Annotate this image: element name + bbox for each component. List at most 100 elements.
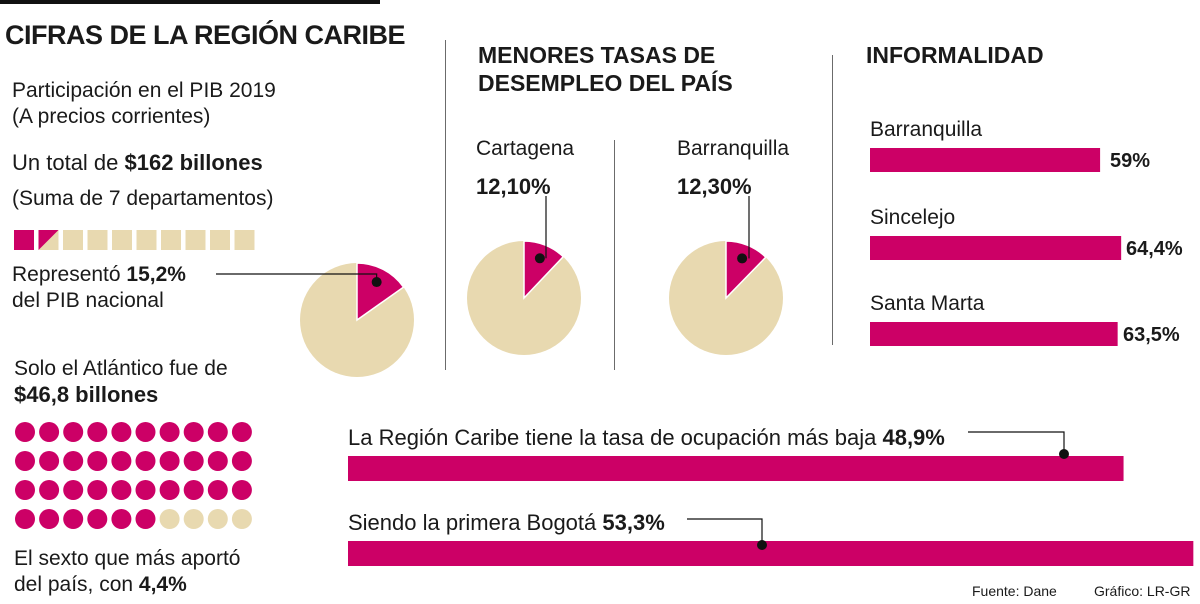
atlantico-line1: Solo el Atlántico fue de bbox=[14, 357, 228, 380]
atlantico-dot bbox=[207, 422, 228, 442]
atlantico-dot bbox=[207, 509, 228, 529]
atlantico-dot bbox=[39, 509, 60, 529]
pib-block bbox=[112, 230, 132, 250]
atlantico-dot bbox=[87, 480, 108, 500]
atlantico-dot bbox=[39, 480, 60, 500]
atlantico-dot bbox=[135, 451, 156, 471]
atlantico-dot bbox=[159, 509, 180, 529]
footer-source: Fuente: Dane bbox=[972, 583, 1057, 599]
inf-name-1: Sincelejo bbox=[870, 206, 956, 229]
pib-represent: Representó 15,2% bbox=[12, 263, 186, 286]
ocupacion-bogota-text: Siendo la primera Bogotá 53,3% bbox=[348, 510, 665, 535]
atlantico-dot bbox=[231, 480, 252, 500]
pib-line1: Participación en el PIB 2019 bbox=[12, 79, 276, 102]
ocupacion-bar bbox=[348, 541, 1194, 566]
atlantico-dot bbox=[63, 509, 84, 529]
pib-block bbox=[161, 230, 181, 250]
atlantico-dot bbox=[111, 509, 132, 529]
page-title: CIFRAS DE LA REGIÓN CARIBE bbox=[5, 20, 406, 50]
city-value-cartagena: 12,10% bbox=[476, 174, 551, 199]
inf-value-1: 64,4% bbox=[1126, 238, 1183, 260]
atlantico-dot bbox=[231, 509, 252, 529]
city-name-cartagena: Cartagena bbox=[476, 137, 575, 160]
divider bbox=[832, 55, 833, 345]
atlantico-dot bbox=[159, 451, 180, 471]
atlantico-dot bbox=[15, 451, 35, 471]
ocupacion-caribe-value: 48,9% bbox=[882, 425, 945, 450]
pib-block bbox=[136, 230, 157, 250]
pib-note: (Suma de 7 departamentos) bbox=[12, 187, 274, 210]
ocupacion-bogota-marker bbox=[757, 540, 767, 550]
atlantico-dot bbox=[111, 422, 132, 442]
atlantico-line3: El sexto que más aportó bbox=[14, 547, 241, 570]
inf-name-2: Santa Marta bbox=[870, 292, 985, 315]
atlantico-dot bbox=[231, 451, 252, 471]
atlantico-line4: del país, con 4,4% bbox=[14, 573, 187, 596]
atlantico-dot bbox=[183, 422, 204, 442]
atlantico-dot bbox=[183, 451, 204, 471]
atlantico-dot bbox=[39, 451, 60, 471]
atlantico-dot bbox=[135, 422, 156, 442]
informalidad-title: INFORMALIDAD bbox=[866, 42, 1044, 68]
ocupacion-caribe-text: La Región Caribe tiene la tasa de ocupac… bbox=[348, 425, 945, 450]
atlantico-dot bbox=[111, 480, 132, 500]
pib-block bbox=[14, 230, 34, 250]
atlantico-dot bbox=[135, 480, 156, 500]
inf-name-0: Barranquilla bbox=[870, 118, 983, 141]
ocupacion-bogota-value: 53,3% bbox=[602, 510, 665, 535]
atlantico-dot bbox=[183, 480, 204, 500]
barranquilla-pie-value-slice bbox=[725, 240, 767, 300]
city-value-barranquilla: 12,30% bbox=[677, 174, 752, 199]
ocupacion-bar bbox=[348, 456, 1124, 481]
atlantico-dot bbox=[63, 422, 84, 442]
informalidad-bar bbox=[870, 148, 1101, 172]
atlantico-dot bbox=[15, 480, 35, 500]
inf-value-2: 63,5% bbox=[1123, 324, 1180, 346]
footer-graphic: Gráfico: LR-GR bbox=[1094, 583, 1191, 599]
cartagena-pie-marker bbox=[534, 253, 545, 264]
pib-block bbox=[185, 230, 206, 250]
pib-block-partial bbox=[38, 230, 59, 250]
pib-pie-value-slice bbox=[356, 262, 405, 322]
atlantico-dot bbox=[159, 480, 180, 500]
pib-total-value: $162 billones bbox=[124, 150, 263, 175]
title-rule bbox=[0, 0, 380, 4]
atlantico-line4-value: 4,4% bbox=[138, 573, 187, 596]
atlantico-dot bbox=[183, 509, 204, 529]
atlantico-dot bbox=[207, 451, 228, 471]
city-name-barranquilla: Barranquilla bbox=[677, 137, 790, 160]
atlantico-value: $46,8 billones bbox=[14, 382, 159, 407]
inf-value-0: 59% bbox=[1110, 150, 1151, 172]
atlantico-dot bbox=[39, 422, 60, 442]
pib-pie-marker bbox=[371, 277, 382, 288]
atlantico-dot bbox=[207, 480, 228, 500]
atlantico-dot bbox=[15, 509, 35, 529]
desempleo-title-1: MENORES TASAS DE bbox=[478, 42, 716, 68]
ocupacion-caribe-leader bbox=[968, 431, 1065, 454]
atlantico-dot bbox=[135, 509, 156, 529]
divider bbox=[445, 40, 446, 370]
atlantico-dot bbox=[63, 480, 84, 500]
divider bbox=[614, 140, 615, 370]
pib-represent-suffix: del PIB nacional bbox=[12, 289, 164, 312]
atlantico-dot bbox=[87, 422, 108, 442]
atlantico-dot bbox=[63, 451, 84, 471]
pib-represent-value: 15,2% bbox=[126, 263, 186, 286]
ocupacion-caribe-marker bbox=[1059, 449, 1069, 459]
pib-total: Un total de $162 billones bbox=[12, 150, 263, 175]
atlantico-dot bbox=[159, 422, 180, 442]
atlantico-dot bbox=[87, 509, 108, 529]
informalidad-bar bbox=[870, 236, 1122, 260]
pib-line2: (A precios corrientes) bbox=[12, 105, 211, 128]
atlantico-dot bbox=[231, 422, 252, 442]
pib-block bbox=[63, 230, 83, 250]
ocupacion-bogota-leader bbox=[687, 518, 763, 545]
atlantico-dot bbox=[15, 422, 35, 442]
pib-block bbox=[210, 230, 230, 250]
barranquilla-pie-marker bbox=[737, 253, 748, 264]
pib-block bbox=[87, 230, 108, 250]
informalidad-bar bbox=[870, 322, 1118, 346]
atlantico-dot bbox=[111, 451, 132, 471]
atlantico-dot bbox=[87, 451, 108, 471]
